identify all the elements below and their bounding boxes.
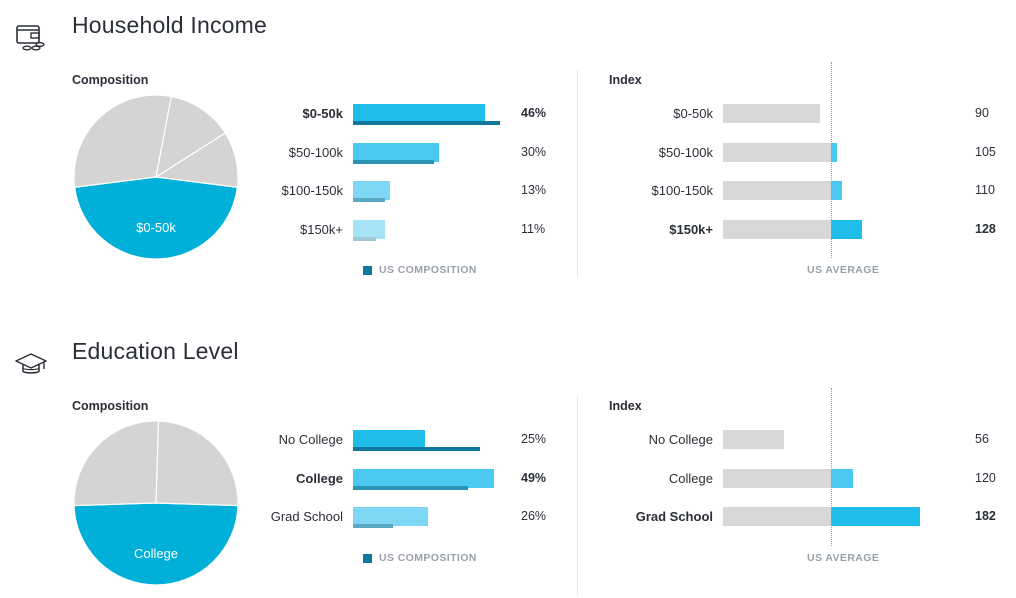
graduation-cap-icon <box>15 353 47 374</box>
index-bar <box>723 104 821 123</box>
category-label: $0-50k <box>673 106 713 121</box>
composition-bar <box>353 219 385 239</box>
index-bar-base <box>723 181 831 201</box>
pie-center-label: College <box>134 546 178 561</box>
us-composition-bar <box>353 485 469 490</box>
pie-center-label: $0-50k <box>136 220 176 235</box>
index-bar-over-average <box>831 142 837 162</box>
composition-value: 25% <box>521 432 547 446</box>
composition-bar <box>353 468 494 488</box>
index-value: 182 <box>975 509 996 524</box>
category-label: $100-150k <box>651 183 713 199</box>
index-bar-chart: $0-50k 90 $50-100k 105 $100-150k 110 $150k+ 128 <box>651 62 996 259</box>
us-composition-legend-swatch <box>363 266 372 276</box>
us-composition-bar <box>353 121 500 125</box>
pie-slice-no-college <box>155 420 239 507</box>
composition-value: 11% <box>521 221 546 236</box>
composition-pie-chart: $0-50k <box>73 94 239 260</box>
index-bar-base <box>723 507 831 527</box>
us-average-line <box>831 62 832 259</box>
index-bar-over-average <box>831 507 920 527</box>
pie-slice-grad-school <box>73 420 160 507</box>
education-level-section: Education Level Composition Index Colleg… <box>0 326 1016 598</box>
composition-label: Composition <box>72 399 149 413</box>
us-composition-bar <box>353 236 377 241</box>
section-title: Household Income <box>72 12 267 38</box>
us-composition-legend-label: US COMPOSITION <box>379 264 477 277</box>
category-label: No College <box>648 432 713 447</box>
panel-divider <box>577 396 578 596</box>
us-composition-legend-swatch <box>363 553 372 563</box>
index-value: 128 <box>975 221 996 236</box>
index-bar-base <box>723 219 831 239</box>
index-label: Index <box>609 73 642 87</box>
composition-value: 46% <box>521 106 547 120</box>
us-average-label: US AVERAGE <box>807 264 880 277</box>
composition-bar-chart: $0-50k 46% $50-100k 30% $100-150k 13% $150k+ 11… <box>281 104 547 241</box>
composition-value: 13% <box>521 183 547 198</box>
composition-bar <box>353 430 425 449</box>
index-bar-base <box>723 142 831 162</box>
composition-bar <box>353 142 440 162</box>
category-label: $0-50k <box>302 106 343 121</box>
index-bar-base <box>723 468 831 488</box>
pie-slice--50-100k <box>73 94 173 188</box>
index-value: 105 <box>975 144 996 159</box>
category-label: No College <box>278 432 343 447</box>
composition-bar <box>353 104 486 123</box>
us-average-line <box>831 388 832 546</box>
us-composition-bar <box>353 524 394 529</box>
category-label: $50-100k <box>288 144 343 160</box>
category-label: $150k+ <box>669 221 713 237</box>
us-composition-legend-label: US COMPOSITION <box>379 551 477 564</box>
category-label: Grad School <box>270 509 343 525</box>
index-bar <box>723 430 784 449</box>
composition-bar-chart: No College 25% College 49% Grad School 26% <box>0 326 1016 598</box>
category-label: College <box>668 470 713 486</box>
category-label: $50-100k <box>658 144 713 160</box>
composition-bar <box>353 181 391 201</box>
composition-pie-chart: College <box>73 420 239 586</box>
pie-slice--100-150k <box>155 95 227 179</box>
composition-value: 30% <box>521 144 547 159</box>
pie-slice-college <box>73 502 239 586</box>
category-label: $150k+ <box>299 221 343 237</box>
index-value: 120 <box>975 470 996 485</box>
index-bar-over-average <box>831 468 853 488</box>
section-title: Education Level <box>72 338 239 364</box>
household-income-section: Household Income Composition Index $0-50… <box>16 12 996 277</box>
pie-slice--0-50k <box>73 176 239 260</box>
us-average-label: US AVERAGE <box>807 551 880 564</box>
us-composition-bar <box>353 198 385 203</box>
index-value: 110 <box>975 183 995 198</box>
category-label: Grad School <box>635 509 713 525</box>
index-value: 56 <box>975 432 989 446</box>
index-value: 90 <box>975 106 989 120</box>
us-composition-bar <box>353 447 480 451</box>
composition-label: Composition <box>72 73 149 87</box>
category-label: College <box>296 470 343 486</box>
index-bar-over-average <box>831 181 843 201</box>
composition-value: 26% <box>521 509 547 524</box>
us-composition-bar <box>353 159 434 164</box>
wallet-icon <box>16 25 45 51</box>
index-bar-over-average <box>831 219 862 239</box>
index-label: Index <box>609 399 642 413</box>
index-bar-chart: No College 56 College 120 Grad School 182 <box>0 326 1016 598</box>
pie-slice--150k- <box>154 132 239 188</box>
composition-value: 49% <box>521 470 547 485</box>
composition-bar <box>353 507 428 527</box>
category-label: $100-150k <box>281 183 343 199</box>
panel-divider <box>577 70 578 277</box>
